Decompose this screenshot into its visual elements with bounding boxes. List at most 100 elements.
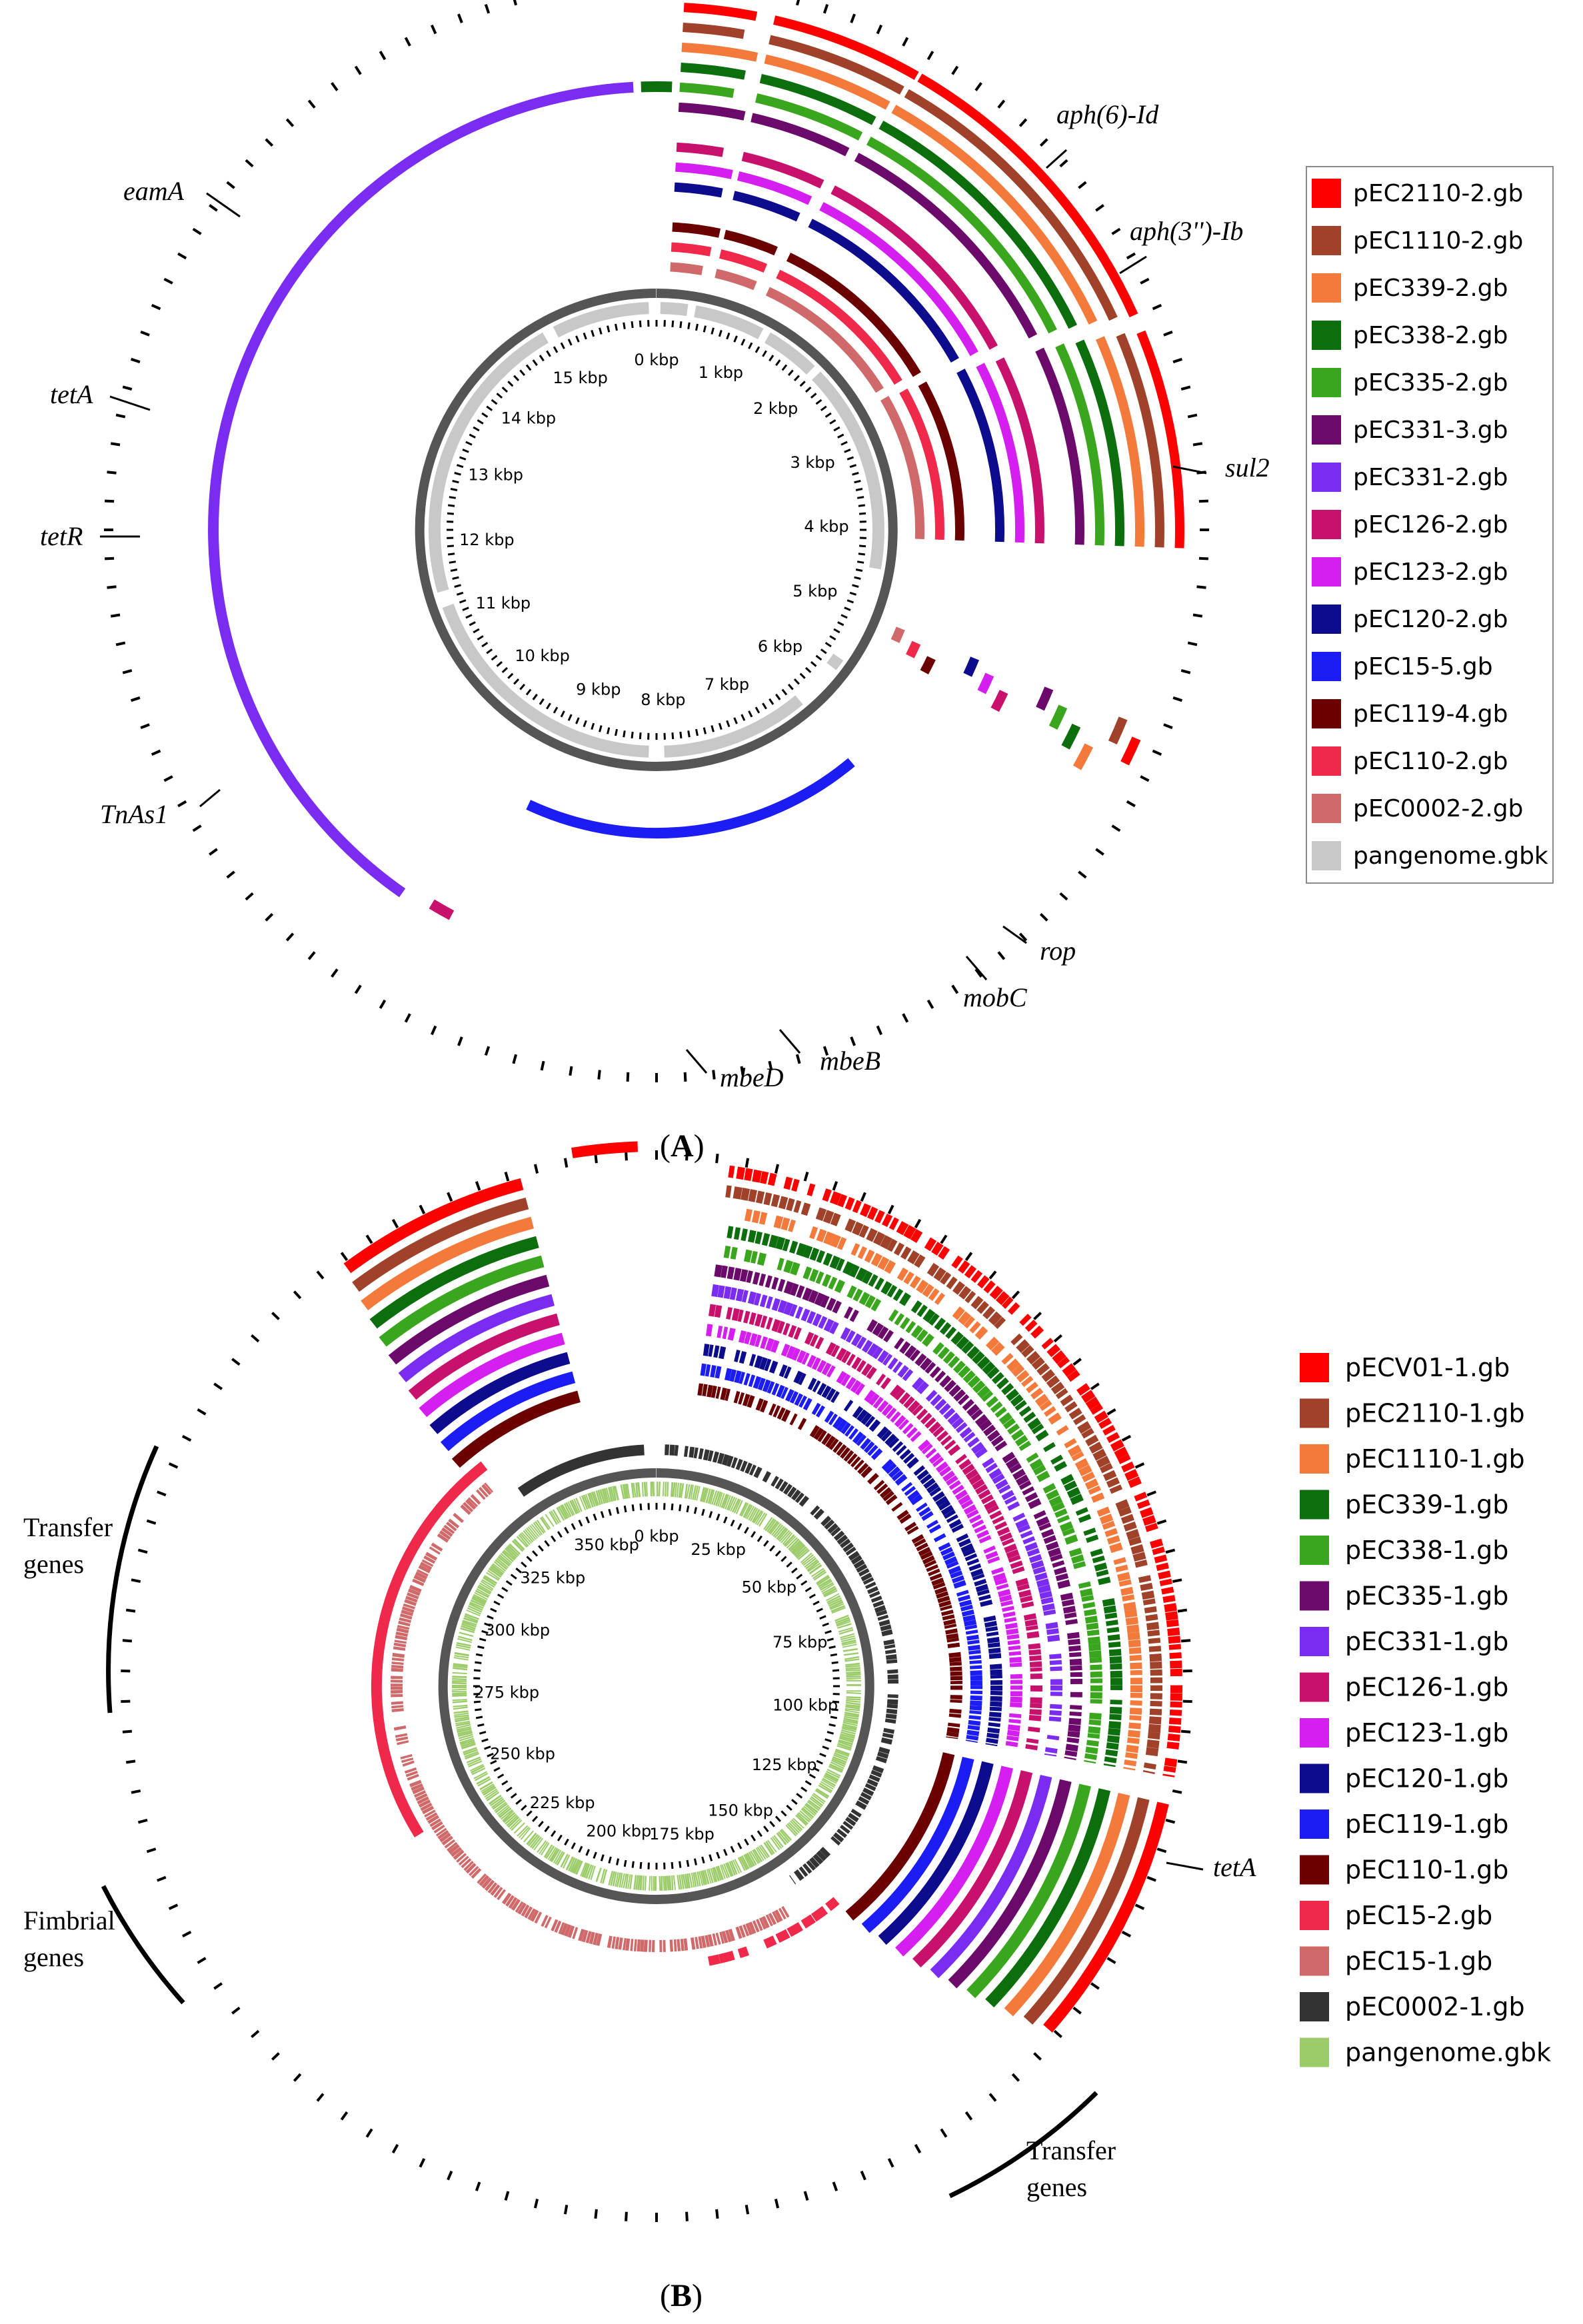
scale-tick-b: [515, 1568, 522, 1574]
hit-right-pEC126-1.gb: [1001, 1538, 1014, 1546]
outer-tick-b: [419, 2158, 426, 2168]
hit-pEC15-1: [409, 1779, 422, 1787]
hit-right-pEC126-1.gb: [903, 1396, 915, 1409]
hit-right-pEC338-1.gb: [809, 1268, 819, 1282]
hit-main-pEC119-4.gb: [786, 253, 921, 377]
hit-pEC15-2-b: [763, 1935, 777, 1949]
hit-right-pEC338-1.gb: [802, 1266, 812, 1280]
hit-right-pEC1110-1.gb: [1078, 1464, 1092, 1477]
scale-tick-a: [631, 731, 634, 738]
hit-right-pEC339-1.gb: [733, 1227, 741, 1240]
scale-tick-a: [496, 660, 503, 667]
hit-right-pEC1110-1.gb: [1016, 1370, 1030, 1383]
scale-tick-a: [623, 730, 626, 738]
hit-right-pEC331-1.gb: [1036, 1578, 1050, 1588]
hit-pEC15-1: [465, 1863, 477, 1874]
hit-right-pEC120-1.gb: [983, 1615, 996, 1622]
scale-tick-a: [833, 628, 840, 634]
hit-pEC15-1: [395, 1631, 409, 1637]
hit-right-pEC331-1.gb: [1004, 1496, 1017, 1505]
hit-pEC15-1: [487, 1882, 498, 1893]
hit-right-pEC1110-1.gb: [974, 1326, 988, 1340]
scale-tick-b: [737, 1842, 743, 1849]
hit-right-pEC2110-1.gb: [1149, 1653, 1162, 1662]
hit-right-pEC339-1.gb: [1096, 1569, 1109, 1578]
backbone-segment-b: [567, 1501, 575, 1516]
hit-main-pEC110-2.gb: [776, 269, 902, 385]
backbone-segment-b: [755, 1847, 765, 1861]
scale-tick-a: [525, 364, 532, 371]
hit-right-pEC126-1.gb: [777, 1320, 785, 1334]
backbone-segment-b: [502, 1810, 514, 1822]
backbone-segment-b: [507, 1544, 520, 1556]
outer-tick-b: [832, 1181, 838, 1191]
hit-right-pEC2110-1.gb: [786, 1198, 795, 1212]
hit-right-pEC2110-1.gb: [1146, 1622, 1160, 1631]
hit-right-pEC1110-1.gb: [1021, 1376, 1034, 1388]
backbone-segment-b: [840, 1729, 856, 1735]
hit-right-pEC1110-1.gb: [1074, 1458, 1089, 1470]
hit-right-pEC1110-1.gb: [1124, 1751, 1138, 1759]
hit-right-pEC123-1.gb: [921, 1444, 933, 1455]
hit-lower-pEC335-1.gb: [948, 1779, 1072, 1989]
hit-right-pEC331-1.gb: [959, 1426, 972, 1439]
hit-pEC15-1: [578, 1928, 585, 1941]
outer-tick-a: [226, 870, 235, 879]
scale-tick-a: [459, 456, 467, 461]
legend-b-swatch: [1300, 1536, 1329, 1565]
scale-tick-b: [551, 1535, 557, 1542]
scale-tick-b: [816, 1608, 823, 1613]
backbone-segment-b: [771, 1523, 782, 1536]
backbone-segment-b: [840, 1637, 856, 1643]
legend-a-swatch: [1312, 604, 1341, 634]
hit-pEC15-1: [490, 1884, 501, 1896]
backbone-segment-b: [820, 1781, 834, 1790]
hit-right-pEC2110-1.gb: [988, 1311, 1002, 1326]
hit-right-pEC2110-1.gb: [763, 1192, 773, 1206]
scale-tick-a: [553, 346, 559, 353]
gene-tnas1: TnAs1: [100, 799, 168, 829]
outer-tick-a: [379, 999, 387, 1009]
backbone-segment-b: [456, 1642, 471, 1647]
scale-tick-b: [781, 1556, 787, 1562]
hit-right-pEC119-1.gb: [910, 1494, 923, 1506]
hit-right-pEC339-1.gb: [796, 1242, 807, 1257]
hit-pEC15-1: [469, 1865, 479, 1876]
scale-tick-a: [815, 654, 822, 661]
hit-right-pEC126-1.gb: [875, 1373, 886, 1386]
scale-tick-b: [800, 1786, 808, 1792]
hit-pEC15-1: [611, 1936, 617, 1949]
hit-pEC15-1: [425, 1812, 438, 1821]
hit-right-pEC2110-1.gb: [748, 1189, 758, 1202]
legend-a-label: pEC339-2.gb: [1353, 275, 1508, 302]
scale-tick-a: [501, 387, 509, 393]
hit-right-pEC123-1.gb: [722, 1326, 729, 1340]
backbone-segment-b: [496, 1558, 509, 1569]
hit-right-pEC1110-1.gb: [903, 1271, 914, 1285]
hit-right-pEC335-1.gb: [914, 1353, 927, 1367]
hit-right-pEC331-1.gb: [771, 1298, 781, 1312]
hit-right-pEC1110-1.gb: [922, 1284, 934, 1298]
scale-tick-b: [791, 1799, 798, 1805]
backbone-segment-b: [545, 1845, 555, 1859]
hit-right-pEC119-1.gb: [956, 1590, 969, 1597]
hit-right-pEC331-1.gb: [925, 1390, 938, 1402]
outer-tick-b: [887, 1204, 894, 1214]
hit-right-pEC338-1.gb: [990, 1401, 1003, 1413]
scale-tick-b: [593, 1851, 597, 1859]
hit-right-pECV01-1.gb: [983, 1280, 996, 1294]
hit-right-pEC338-1.gb: [1056, 1514, 1070, 1524]
hit-right-pEC126-1.gb: [866, 1366, 877, 1380]
scale-label-b: 250 kbp: [490, 1744, 555, 1763]
hit-right-pEC110-1.gb: [896, 1510, 909, 1520]
scale-tick-a: [741, 714, 746, 721]
outer-tick-a: [1172, 357, 1183, 364]
legend-a-label: pEC1110-2.gb: [1353, 227, 1523, 255]
hit-main-pEC339-2.gb: [891, 105, 1098, 325]
hit-right-pEC335-1.gb: [1065, 1618, 1078, 1626]
outer-tick-b: [168, 1462, 179, 1469]
hit-right-pEC119-1.gb: [944, 1556, 958, 1566]
scale-tick-b: [490, 1608, 497, 1613]
backbone-segment-b: [457, 1636, 473, 1642]
hit-pEC15-1: [719, 1931, 725, 1944]
